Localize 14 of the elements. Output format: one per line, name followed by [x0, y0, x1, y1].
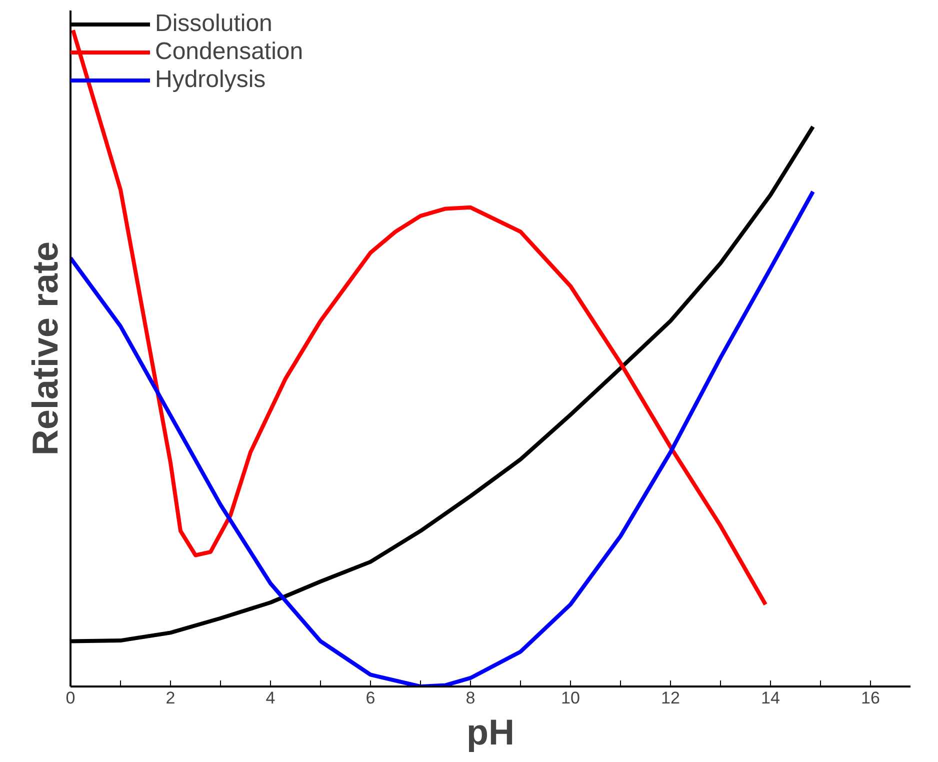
x-tick-label: 6 [366, 688, 376, 708]
x-tick-label: 16 [861, 688, 880, 708]
x-tick-label: 14 [761, 688, 780, 708]
x-tick-label: 10 [561, 688, 580, 708]
legend-label: Hydrolysis [155, 66, 266, 94]
x-tick-label: 2 [166, 688, 176, 708]
y-axis-title: Relative rate [24, 241, 66, 456]
legend-label: Condensation [155, 38, 304, 66]
x-tick-label: 0 [66, 688, 76, 708]
legend-label: Dissolution [155, 10, 272, 38]
x-axis-title: pH [466, 712, 515, 752]
x-tick-label: 12 [661, 688, 680, 708]
x-tick-label: 4 [266, 688, 276, 708]
x-tick-label: 8 [466, 688, 476, 708]
